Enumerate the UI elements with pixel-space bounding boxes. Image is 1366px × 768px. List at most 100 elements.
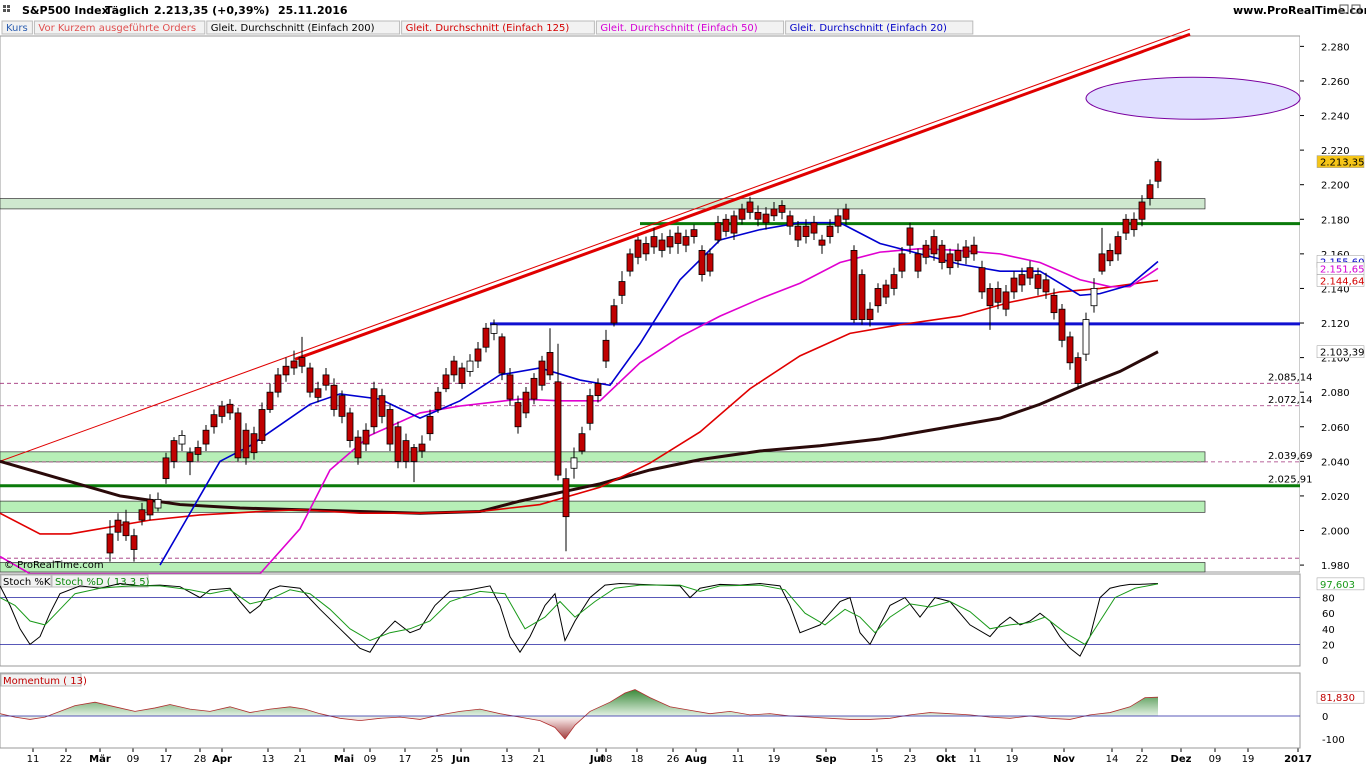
value-tag-box xyxy=(1316,345,1365,358)
trendline xyxy=(0,28,1191,462)
candle-body xyxy=(858,274,866,320)
candle-body xyxy=(442,374,450,390)
candle xyxy=(634,236,642,265)
candle xyxy=(698,245,706,282)
candle-body xyxy=(866,308,874,320)
candle xyxy=(986,283,994,330)
candle xyxy=(170,437,178,469)
candle-body xyxy=(850,249,858,320)
grid-icon[interactable] xyxy=(3,5,10,12)
time-axis: 11 22 Mär 09 17 28 Apr 13 21 Mai 09 17 25 Jun 13 21 Jul0… xyxy=(0,747,1312,765)
candle-body xyxy=(922,244,930,258)
candle-body xyxy=(346,412,354,441)
stochastic-panel: Stoch %K Stoch %D ( 13 3 5) 80 60 40 20 0 97,60… xyxy=(0,573,1365,667)
price-tick-label: 2.180 xyxy=(1321,215,1350,226)
candle-body xyxy=(218,405,226,417)
candle xyxy=(626,248,634,277)
candle-body xyxy=(642,243,650,255)
candle-body xyxy=(602,339,610,362)
candle xyxy=(594,378,602,403)
candle xyxy=(586,388,594,431)
candle xyxy=(450,355,458,382)
candle xyxy=(138,502,146,526)
candle xyxy=(154,492,162,512)
candle xyxy=(786,210,794,235)
candle-body xyxy=(1146,184,1154,199)
candle xyxy=(602,329,610,368)
price-tick-label: 2.020 xyxy=(1321,492,1350,503)
candle xyxy=(418,435,426,458)
candle xyxy=(1082,312,1090,362)
x-tick-label: 28 xyxy=(194,754,207,765)
stoch-k-line xyxy=(0,583,1159,657)
candle-body xyxy=(1042,279,1050,293)
candle-body xyxy=(474,348,482,362)
candle-body xyxy=(170,440,178,462)
moving-average-ma125 xyxy=(0,279,1159,535)
candle xyxy=(530,373,538,405)
candle xyxy=(850,245,858,324)
moving-average-ma200 xyxy=(0,350,1159,515)
candle-body xyxy=(546,352,554,376)
candle xyxy=(290,350,298,375)
candle xyxy=(1122,214,1130,241)
period-label: Täglich xyxy=(105,4,149,17)
candle xyxy=(810,215,818,241)
candle xyxy=(474,342,482,368)
candle-body xyxy=(154,498,162,509)
candle-body xyxy=(690,229,698,237)
x-tick-label: Nov xyxy=(1053,754,1075,765)
legend-item-label: Kurs xyxy=(6,23,28,34)
candle-body xyxy=(250,433,258,454)
candle-body xyxy=(786,215,794,227)
momentum-panel: Momentum ( 13) 0 -100 81,830 xyxy=(0,672,1365,749)
candle-body xyxy=(994,288,1002,303)
site-label: www.ProRealTime.com xyxy=(1233,4,1366,17)
candle-body xyxy=(682,236,690,246)
candle-body xyxy=(146,498,154,516)
x-tick-label: 09 xyxy=(127,754,140,765)
candle-body xyxy=(1138,201,1146,220)
candle-body xyxy=(954,249,962,262)
candle xyxy=(1026,260,1034,285)
candle-body xyxy=(266,391,274,410)
candle xyxy=(1130,212,1138,237)
candle xyxy=(410,444,418,483)
legend-item-label: Gleit. Durchschnitt (Einfach 20) xyxy=(790,23,947,34)
candle-body xyxy=(1122,218,1130,234)
momentum-tick-label: -100 xyxy=(1322,735,1345,746)
x-tick-label: Dez xyxy=(1171,754,1192,765)
candle-body xyxy=(1010,277,1018,293)
candle-body xyxy=(306,367,314,393)
candle-body xyxy=(194,447,202,455)
candle xyxy=(770,201,778,222)
candle xyxy=(242,423,250,465)
candle-body xyxy=(1058,308,1066,341)
candle xyxy=(642,236,650,261)
candle-body xyxy=(946,253,954,269)
window-controls[interactable] xyxy=(1339,4,1361,14)
candle-body xyxy=(842,208,850,220)
candle-body xyxy=(130,535,138,550)
x-tick-label: 11 xyxy=(969,754,982,765)
candle xyxy=(346,407,354,448)
candle xyxy=(130,528,138,562)
candle-body xyxy=(490,324,498,334)
candle-body xyxy=(282,365,290,376)
watermark: © ProRealTime.com xyxy=(4,560,104,571)
candle xyxy=(202,425,210,451)
stoch-value-tag: 97,603 xyxy=(1320,580,1355,591)
candle xyxy=(514,395,522,434)
x-tick-label: 19 xyxy=(1006,754,1019,765)
candle xyxy=(218,400,226,424)
candle xyxy=(1042,272,1050,299)
candle-body xyxy=(122,521,130,537)
candle xyxy=(338,390,346,424)
candle-body xyxy=(258,409,266,441)
candle-body xyxy=(226,403,234,414)
price-axis: 2.2802.2602.2402.2202.2002.1802.1602.140… xyxy=(1300,42,1365,572)
candle-body xyxy=(1018,274,1026,286)
candle xyxy=(610,298,618,327)
x-tick-label: 26 xyxy=(667,754,680,765)
candle xyxy=(146,494,154,521)
